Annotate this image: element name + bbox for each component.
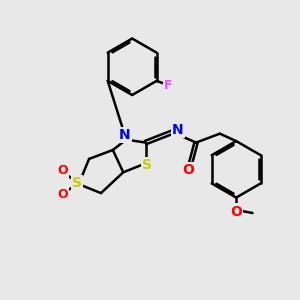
Text: N: N [119, 128, 130, 142]
Text: O: O [230, 205, 242, 218]
Text: S: S [72, 176, 82, 190]
Text: O: O [57, 164, 68, 177]
Text: O: O [183, 163, 195, 177]
Text: O: O [57, 188, 68, 201]
Text: S: S [142, 158, 152, 172]
Text: F: F [164, 79, 172, 92]
Text: N: N [172, 123, 184, 137]
